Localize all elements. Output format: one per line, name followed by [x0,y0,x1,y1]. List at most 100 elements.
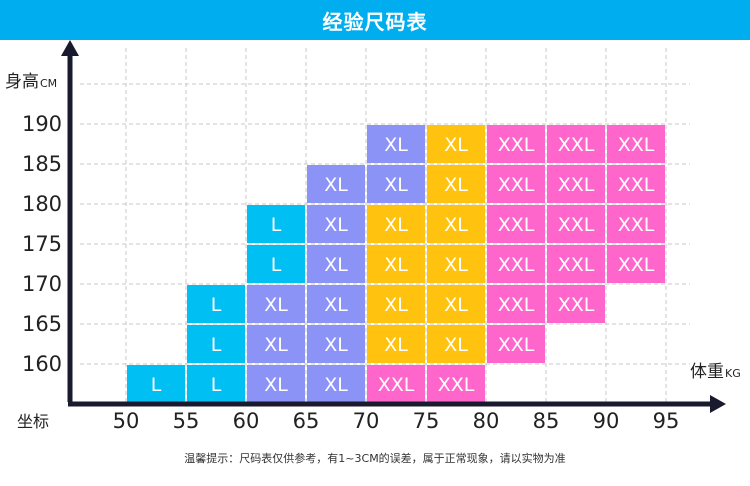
chart-title: 经验尺码表 [0,0,750,40]
footnote: 温馨提示：尺码表仅供参考，有1~3CM的误差，属于正常现象，请以实物为准 [184,452,566,465]
size-cell [487,125,545,163]
size-cell-label: XXL [558,174,595,196]
size-cell [307,245,365,283]
size-cell-label: XL [324,334,348,356]
x-tick-label: 50 [113,409,140,433]
y-tick-label: 180 [22,192,62,216]
size-cell-label: XXL [438,374,475,396]
x-tick-label: 60 [233,409,260,433]
size-cell-label: L [151,374,162,396]
y-axis-label: 身高 [5,72,39,92]
size-cell [487,285,545,323]
size-cell [547,205,605,243]
size-cell [547,125,605,163]
size-cell-label: XL [324,374,348,396]
size-cell-label: XXL [618,134,655,156]
size-cell-label: L [211,374,222,396]
size-cell-label: XL [444,254,468,276]
size-cell [487,245,545,283]
size-cell-label: XL [444,134,468,156]
size-cell-label: XXL [498,214,535,236]
size-cell [127,365,185,403]
size-cell-label: XL [444,214,468,236]
size-cell [487,205,545,243]
size-cell-label: XL [264,294,288,316]
size-cell [607,245,665,283]
size-cell [367,205,425,243]
y-tick-label: 190 [22,112,62,136]
y-tick-label: 170 [22,272,62,296]
size-cell-label: XXL [618,214,655,236]
size-cell [367,285,425,323]
size-cell [607,165,665,203]
size-cell-label: XL [324,254,348,276]
x-axis-label: 体重 [690,362,724,382]
size-cell-label: XL [324,294,348,316]
size-cell-label: L [211,294,222,316]
size-cell [247,245,305,283]
x-tick-label: 80 [473,409,500,433]
size-cell-label: L [211,334,222,356]
size-cell [187,325,245,363]
size-cell [247,285,305,323]
size-cell-label: XL [324,174,348,196]
size-cell-label: XL [384,174,408,196]
x-tick-label: 85 [533,409,560,433]
size-cell [307,365,365,403]
size-cell [427,245,485,283]
size-cell-label: XXL [498,174,535,196]
size-cell [247,325,305,363]
size-cell [247,205,305,243]
size-chart: XL XL XXL XXL XXL XL XL XL XXL XXL XXL L XL XL XL XXL XX… [5,40,741,433]
size-cell [307,165,365,203]
size-cell [427,325,485,363]
size-cell-label: XXL [498,254,535,276]
size-cell-label: XL [444,174,468,196]
size-cell-label: XXL [558,134,595,156]
x-tick-label: 90 [593,409,620,433]
x-tick-label: 65 [293,409,320,433]
size-cell [427,205,485,243]
size-cell [187,365,245,403]
size-cell [367,165,425,203]
size-cell-label: L [271,214,282,236]
size-cell [547,165,605,203]
size-cell [367,325,425,363]
size-cell-label: XL [264,374,288,396]
size-cell-label: XL [324,214,348,236]
size-cell [307,325,365,363]
size-cell-label: XXL [558,254,595,276]
y-axis-arrow [61,40,79,56]
y-axis-unit: CM [40,77,57,90]
size-cell-label: XXL [618,254,655,276]
size-cell-label: XXL [558,294,595,316]
x-tick-label: 70 [353,409,380,433]
y-tick-label: 175 [22,232,62,256]
size-cell [427,285,485,323]
size-cell [487,165,545,203]
size-cell [547,245,605,283]
size-cell-label: XL [444,334,468,356]
size-cell [187,285,245,323]
size-cell [607,205,665,243]
x-axis-arrow [710,395,726,413]
origin-label: 坐标 [17,412,49,431]
size-cell-label: XXL [378,374,415,396]
size-cell-label: XL [384,134,408,156]
size-cell [367,125,425,163]
size-cell-label: XL [384,254,408,276]
size-cell-label: XXL [498,334,535,356]
x-tick-label: 55 [173,409,200,433]
x-tick-label: 95 [653,409,680,433]
size-cell [427,365,485,403]
size-cell [367,365,425,403]
size-cell [307,285,365,323]
size-cell [307,205,365,243]
size-cell-label: L [271,254,282,276]
size-cell-label: XL [384,214,408,236]
size-cell-label: XXL [558,214,595,236]
size-cell-label: XL [384,294,408,316]
x-tick-label: 75 [413,409,440,433]
size-cell-label: XL [444,294,468,316]
size-cell [427,125,485,163]
